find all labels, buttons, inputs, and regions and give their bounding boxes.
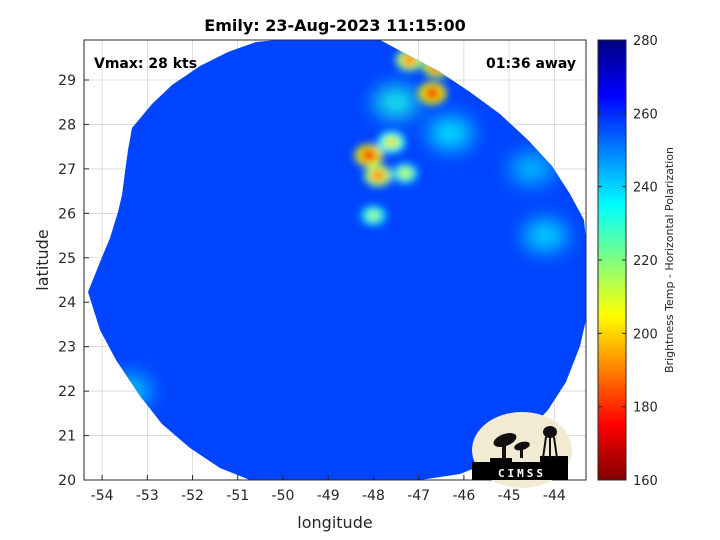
time-offset-label: 01:36 away <box>486 56 576 72</box>
y-tick-label: 27 <box>58 162 76 178</box>
x-tick-label: -54 <box>91 488 114 504</box>
x-tick-label: -47 <box>407 488 430 504</box>
x-tick-label: -50 <box>272 488 295 504</box>
x-tick-label: -46 <box>452 488 475 504</box>
x-tick-label: -52 <box>181 488 204 504</box>
x-tick-label: -44 <box>543 488 566 504</box>
x-axis-label: longitude <box>297 513 372 532</box>
tb-feature-core <box>400 169 411 178</box>
x-tick-label: -49 <box>317 488 340 504</box>
y-tick-label: 21 <box>58 429 76 445</box>
tb-feature <box>428 117 473 150</box>
y-tick-label: 26 <box>58 206 76 222</box>
tb-feature <box>374 86 419 119</box>
colorbar-tick-label: 220 <box>633 254 658 269</box>
colorbar-tick-label: 200 <box>633 327 658 342</box>
colorbar-label: Brightness Temp - Horizontal Polarizatio… <box>663 147 676 373</box>
y-tick-label: 20 <box>58 473 76 489</box>
tb-feature <box>523 219 568 252</box>
tb-feature <box>509 152 554 185</box>
x-tick-label: -53 <box>136 488 159 504</box>
logo-text: CIMSS <box>498 467 546 480</box>
chart-title: Emily: 23-Aug-2023 11:15:00 <box>204 16 465 35</box>
colorbar-tick-label: 280 <box>633 34 658 49</box>
plot-frame <box>83 39 587 481</box>
tb-feature-core <box>368 211 379 220</box>
tb-feature-core <box>363 151 374 160</box>
y-tick-label: 28 <box>58 117 76 133</box>
colorbar-gradient <box>597 39 627 481</box>
cimss-logo: CIMSS <box>472 412 572 488</box>
axis-ticks: -54 -53 -52 -51 -50 -49 -48 -47 -46 -45 -44 20 21 22 2… <box>58 73 566 504</box>
x-tick-label: -51 <box>226 488 249 504</box>
tb-feature-core <box>372 171 383 180</box>
colorbar-tick-label: 240 <box>633 181 658 196</box>
tb-feature-core <box>404 56 415 64</box>
colorbar-tick-label: 260 <box>633 107 658 122</box>
vmax-label: Vmax: 28 kts <box>94 56 197 72</box>
x-tick-label: -45 <box>498 488 521 504</box>
colorbar-tick-label: 160 <box>633 474 658 489</box>
y-tick-label: 25 <box>58 251 76 267</box>
y-tick-label: 23 <box>58 340 76 356</box>
colorbar-ticks: 160 180 200 220 240 260 280 <box>598 34 658 489</box>
y-tick-label: 22 <box>58 384 76 400</box>
y-tick-label: 24 <box>58 295 76 311</box>
y-axis-label: latitude <box>33 229 52 290</box>
tb-feature-core <box>427 89 438 98</box>
colorbar: 160 180 200 220 240 260 280 Brightness Temp - … <box>597 34 676 489</box>
colorbar-tick-label: 180 <box>633 401 658 416</box>
x-tick-label: -48 <box>362 488 385 504</box>
tb-feature-core <box>386 138 397 147</box>
y-tick-label: 29 <box>58 73 76 89</box>
